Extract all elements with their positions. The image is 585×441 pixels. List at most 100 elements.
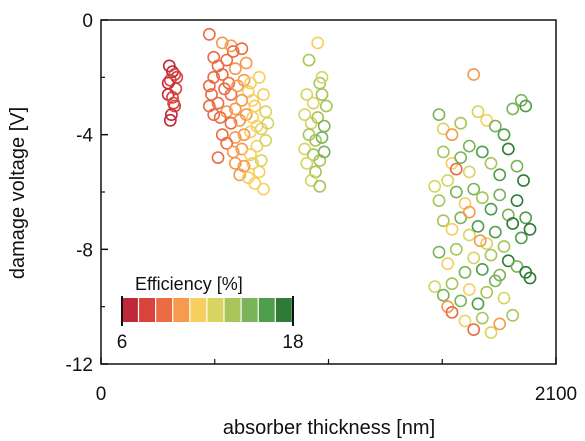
data-point [454, 116, 468, 130]
x-tick-label: 0 [96, 384, 107, 405]
data-point [161, 76, 175, 90]
data-point [298, 142, 312, 156]
data-point [462, 283, 476, 296]
data-point [454, 151, 468, 164]
data-point [239, 108, 253, 121]
data-point [252, 70, 266, 84]
data-point [493, 317, 507, 331]
y-tick-label: -4 [76, 126, 93, 147]
colorbar-swatch [139, 298, 155, 322]
data-point [211, 96, 225, 110]
data-point [484, 248, 498, 262]
data-point [311, 111, 325, 124]
y-tick-label: 0 [82, 11, 93, 32]
colorbar-swatch [122, 298, 138, 322]
data-point [445, 277, 459, 291]
data-point [473, 234, 487, 248]
data-point [202, 27, 216, 41]
data-point [313, 179, 327, 193]
data-point [436, 288, 450, 302]
colorbar-title: Efficiency [%] [135, 274, 243, 294]
data-point [224, 116, 238, 130]
data-point [471, 297, 485, 311]
data-point [235, 42, 249, 56]
data-point [317, 145, 331, 159]
data-point [300, 88, 314, 101]
data-point [510, 159, 524, 173]
data-point [458, 314, 472, 328]
data-point [226, 45, 240, 58]
data-point [523, 271, 537, 285]
data-point [432, 245, 446, 259]
data-point [471, 219, 485, 233]
data-point [449, 162, 463, 176]
data-point [168, 68, 182, 81]
data-point [436, 214, 450, 228]
data-point [315, 131, 329, 144]
data-point [233, 168, 247, 182]
data-point [298, 108, 312, 121]
data-point [493, 168, 507, 182]
data-point [454, 211, 468, 225]
colorbar-min-label: 6 [117, 332, 128, 353]
data-point [428, 280, 442, 293]
data-point [480, 113, 494, 127]
data-point [517, 174, 530, 187]
data-point [445, 128, 459, 142]
data-point [215, 68, 229, 81]
data-point [488, 225, 502, 239]
data-point [497, 291, 511, 305]
data-point [497, 128, 511, 142]
data-point [462, 205, 476, 219]
data-point [428, 179, 442, 193]
data-point [237, 73, 251, 87]
data-point [319, 99, 333, 113]
data-point [228, 131, 242, 144]
colorbar-swatch [207, 298, 224, 322]
data-point [309, 133, 322, 147]
data-point [445, 305, 459, 319]
data-point [259, 105, 273, 119]
data-point [215, 36, 229, 50]
data-point [467, 68, 481, 81]
data-point [257, 182, 270, 196]
data-point [467, 323, 481, 336]
data-point [445, 222, 459, 236]
data-point [475, 262, 489, 276]
data-point [239, 56, 253, 70]
colorbar-swatch [275, 298, 292, 322]
data-point [493, 188, 507, 202]
data-point [519, 211, 533, 225]
data-point [467, 251, 481, 265]
data-point [237, 128, 251, 142]
data-point [480, 237, 494, 250]
data-point [506, 217, 520, 230]
data-point [259, 133, 273, 147]
data-point [432, 194, 446, 207]
data-point [432, 108, 446, 121]
data-point [261, 116, 275, 130]
data-point [480, 285, 494, 299]
data-point [519, 99, 533, 113]
data-point [304, 174, 318, 187]
data-point [246, 156, 260, 170]
data-point [207, 108, 221, 121]
y-axis-label: damage voltage [V] [7, 107, 29, 279]
data-point [488, 274, 502, 288]
x-axis-label: absorber thickness [nm] [223, 417, 435, 439]
data-point [441, 257, 455, 271]
data-point [202, 99, 216, 113]
data-point [501, 142, 515, 156]
data-point [436, 122, 450, 136]
data-point [449, 185, 463, 199]
data-point [167, 96, 180, 110]
data-point [311, 36, 325, 50]
data-point [523, 222, 537, 236]
colorbar-swatch [173, 298, 190, 322]
data-point [475, 191, 489, 205]
data-point [300, 156, 314, 170]
data-point [497, 240, 511, 253]
x-tick-label: 2100 [535, 384, 577, 405]
